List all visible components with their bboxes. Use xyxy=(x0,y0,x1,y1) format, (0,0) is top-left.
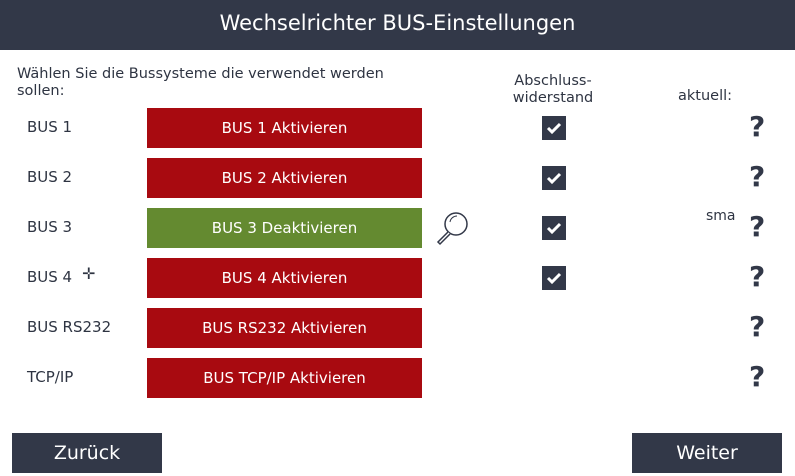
bus-toggle-button[interactable]: BUS TCP/IP Aktivieren xyxy=(147,358,422,398)
checkmark-icon xyxy=(546,122,562,135)
current-value: sma xyxy=(706,208,736,224)
bus-row: BUS 2 BUS 2 Aktivieren? xyxy=(0,158,795,198)
header-title: Wechselrichter BUS-Einstellungen xyxy=(0,0,795,50)
checkmark-icon xyxy=(546,172,562,185)
bus-toggle-button[interactable]: BUS 3 Deaktivieren xyxy=(147,208,422,248)
next-button[interactable]: Weiter xyxy=(632,433,782,473)
question-mark-icon: ? xyxy=(749,110,766,143)
bus-row: BUS 1 BUS 1 Aktivieren? xyxy=(0,108,795,148)
bus-label: BUS RS232 xyxy=(27,318,112,336)
termination-checkbox[interactable] xyxy=(542,266,566,290)
bus-label: BUS 3 xyxy=(27,218,73,236)
bus-label: BUS 4 xyxy=(27,268,73,286)
bus-row: BUS 4 BUS 4 Aktivieren? xyxy=(0,258,795,298)
question-mark-icon: ? xyxy=(749,310,766,343)
bus-label: BUS 2 xyxy=(27,168,73,186)
bus-label: BUS 1 xyxy=(27,118,73,136)
bus-toggle-button[interactable]: BUS 2 Aktivieren xyxy=(147,158,422,198)
termination-checkbox[interactable] xyxy=(542,116,566,140)
question-mark-icon: ? xyxy=(749,360,766,393)
bus-row: BUS 3 BUS 3 Deaktivieren sma? xyxy=(0,208,795,248)
bus-toggle-button[interactable]: BUS RS232 Aktivieren xyxy=(147,308,422,348)
question-mark-icon: ? xyxy=(749,260,766,293)
termination-checkbox[interactable] xyxy=(542,166,566,190)
crosshair-cursor-icon: ✛ xyxy=(82,264,96,283)
checkmark-icon xyxy=(546,272,562,285)
bus-label: TCP/IP xyxy=(27,368,74,386)
bus-toggle-button[interactable]: BUS 4 Aktivieren xyxy=(147,258,422,298)
bus-toggle-button[interactable]: BUS 1 Aktivieren xyxy=(147,108,422,148)
termination-checkbox[interactable] xyxy=(542,216,566,240)
checkmark-icon xyxy=(546,222,562,235)
termination-column-header: Abschluss- widerstand xyxy=(512,73,594,106)
bus-row: TCP/IP BUS TCP/IP Aktivieren? xyxy=(0,358,795,398)
current-column-header: aktuell: xyxy=(677,88,733,104)
question-mark-icon: ? xyxy=(749,210,766,243)
back-button[interactable]: Zurück xyxy=(12,433,162,473)
search-magnifier-icon[interactable] xyxy=(434,210,472,250)
question-mark-icon: ? xyxy=(749,160,766,193)
bus-row: BUS RS232 BUS RS232 Aktivieren? xyxy=(0,308,795,348)
intro-text: Wählen Sie die Bussysteme die verwendet … xyxy=(17,66,384,99)
